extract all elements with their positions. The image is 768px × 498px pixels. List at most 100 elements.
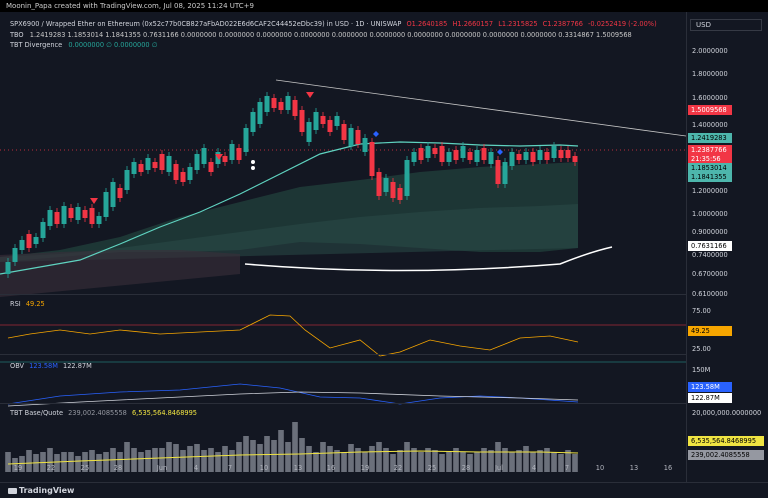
tbt-volume-bar <box>264 436 270 472</box>
candle-body <box>544 152 550 160</box>
sell-signal-marker <box>306 92 314 98</box>
candle-body <box>61 206 67 224</box>
candle-body <box>488 152 494 164</box>
obv-value-2: 122.87M <box>63 362 92 370</box>
pane-separator[interactable] <box>0 354 686 355</box>
rsi-name: RSI <box>10 300 21 308</box>
price-axis-tick: 2.0000000 <box>692 47 728 55</box>
candle-body <box>516 154 522 160</box>
tbt-volume-bar <box>467 454 473 472</box>
price-chart[interactable] <box>0 12 686 482</box>
tbt-volume-bar <box>411 448 417 472</box>
tbt-volume-bar <box>5 452 11 472</box>
buy-dot-marker <box>251 160 255 164</box>
candle-body <box>292 100 298 116</box>
candle-body <box>33 237 39 244</box>
rsi-value: 49.25 <box>25 300 45 308</box>
candle-body <box>327 120 333 132</box>
candle-body <box>453 150 459 160</box>
time-axis-label: 19 <box>13 464 23 472</box>
candle-body <box>411 152 417 162</box>
price-axis-tick: 0.9000000 <box>692 228 728 236</box>
tbt-volume-bar <box>355 448 361 472</box>
ohlc-open: 1.2640185 <box>411 20 448 28</box>
tbt-volume-bar <box>509 452 515 472</box>
tbt-volume-bar <box>432 450 438 472</box>
pane-separator[interactable] <box>0 294 686 295</box>
tbt-tag-1: 6,535,564.8468995 <box>688 436 764 446</box>
tbt-volume-bar <box>516 450 522 472</box>
tbt-volume-bar <box>271 440 277 472</box>
candle-body <box>12 248 18 262</box>
candle-body <box>145 158 151 170</box>
divergence-marker <box>497 149 503 155</box>
tbt-volume-bar <box>362 452 368 472</box>
drawn-curve <box>244 246 613 272</box>
sell-signal-marker <box>215 154 223 160</box>
tbt-volume-bar <box>166 442 172 472</box>
candle-body <box>404 160 410 196</box>
time-axis-label: 10 <box>259 464 269 472</box>
candle-body <box>264 96 270 112</box>
tv-icon <box>8 487 17 494</box>
tbt-volume-bar <box>54 454 60 472</box>
time-axis-label: 13 <box>629 464 639 472</box>
time-axis-label: 4 <box>531 464 537 472</box>
candle-body <box>565 150 571 158</box>
candle-body <box>208 162 214 172</box>
candle-body <box>390 182 396 198</box>
candle-body <box>474 150 480 162</box>
tbt-volume-bar <box>306 446 312 472</box>
currency-button[interactable]: USD <box>690 19 762 31</box>
pane-separator[interactable] <box>0 403 686 404</box>
candle-body <box>138 164 144 172</box>
tbt-volume-bar <box>82 452 88 472</box>
candle-body <box>110 182 116 207</box>
candle-body <box>19 240 25 250</box>
tbt-volume-bar <box>320 442 326 472</box>
candle-body <box>5 262 11 274</box>
tbt-volume-bar <box>257 444 263 472</box>
candle-body <box>425 146 431 158</box>
tbo-cloud-bear <box>0 250 240 297</box>
tbt-volume-bar <box>369 446 375 472</box>
tbt-volume-bar <box>47 448 53 472</box>
obv-ma-line <box>7 391 579 407</box>
buy-dot-marker <box>251 166 255 170</box>
tbt-volume-bar <box>278 430 284 472</box>
tbt-volume-bar <box>313 452 319 472</box>
candle-body <box>439 146 445 162</box>
candle-body <box>355 130 361 144</box>
tbt-volume-bar <box>145 450 151 472</box>
divergence-marker <box>373 131 379 137</box>
time-axis-label: Jul <box>495 464 503 472</box>
time-axis-label: 25 <box>80 464 90 472</box>
candle-body <box>502 162 508 184</box>
tbt-volume-bar <box>418 452 424 472</box>
price-tag: 1.1853014 <box>688 163 732 173</box>
tbt-value-1: 239,002.4085558 <box>68 409 127 417</box>
tbt-volume-bar <box>495 442 501 472</box>
ohlc-close-label: C <box>542 20 548 28</box>
ohlc-change: -0.0252419 (-2.00%) <box>588 20 657 28</box>
tbt-volume-bar <box>222 446 228 472</box>
candle-body <box>418 148 424 160</box>
price-tag: 1.5009568 <box>688 105 732 115</box>
ohlc-open-label: O <box>406 20 412 28</box>
tbt-divergence-legend: TBT Divergence 0.0000000 ∅ 0.0000000 ∅ <box>10 41 157 50</box>
tbt-volume-bar <box>68 452 74 472</box>
price-tag: 0.7631166 <box>688 241 732 251</box>
tradingview-logo[interactable]: TradingView <box>8 486 74 495</box>
candle-body <box>194 154 200 170</box>
candle-body <box>460 146 466 158</box>
price-axis-tick: 1.4000000 <box>692 121 728 129</box>
candle-body <box>180 172 186 182</box>
rsi-tag: 49.25 <box>688 326 732 336</box>
candle-body <box>551 146 557 158</box>
tbt-volume-bar <box>390 454 396 472</box>
candle-body <box>285 96 291 110</box>
candle-body <box>54 212 60 224</box>
candle-body <box>236 148 242 160</box>
price-tag: 21:35:56 <box>688 154 732 164</box>
obv-tag-1: 123.58M <box>688 382 732 392</box>
